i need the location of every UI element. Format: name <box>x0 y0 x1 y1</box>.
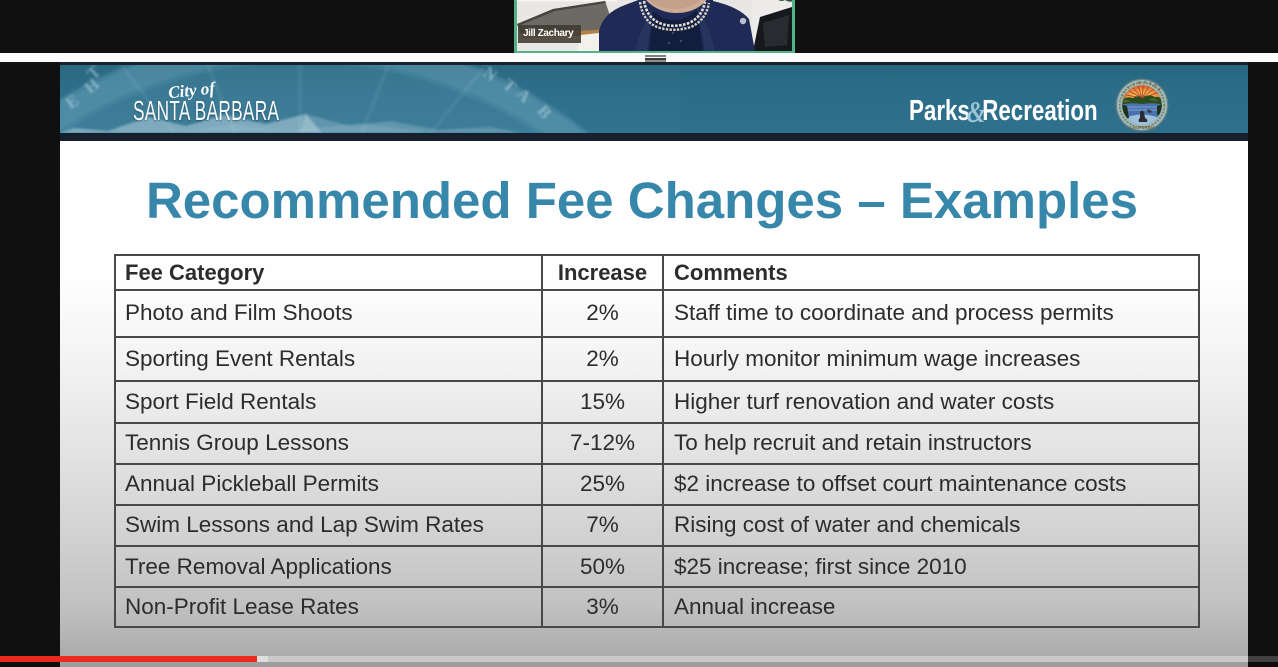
svg-text:S: S <box>1148 80 1152 86</box>
svg-text:CALIFORNIA: CALIFORNIA <box>1129 125 1155 130</box>
svg-text:A: A <box>1157 86 1163 92</box>
svg-text:Y: Y <box>1131 82 1135 88</box>
svg-text:I: I <box>1123 90 1127 95</box>
svg-text:C: C <box>1121 93 1127 99</box>
svg-text:F: F <box>1144 80 1148 85</box>
svg-text:B: B <box>1153 83 1158 89</box>
svg-text:T: T <box>1126 85 1131 91</box>
svg-text:O: O <box>1138 80 1142 85</box>
